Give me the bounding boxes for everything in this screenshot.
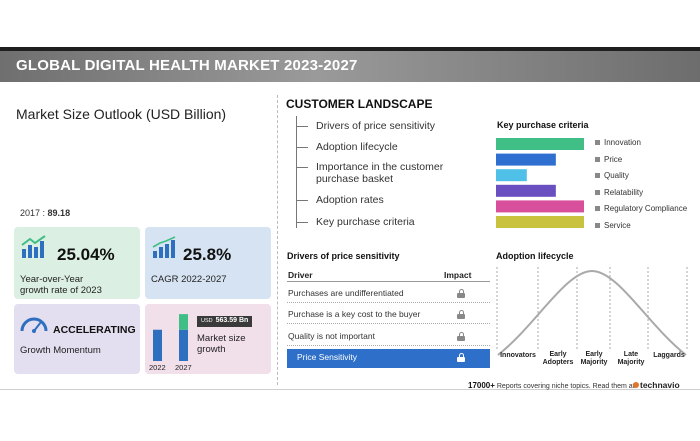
yoy-label: Year-over-Year growth rate of 2023 [20,274,102,296]
kpc-legend-marker [595,223,600,228]
yoy-label-line2: growth rate of 2023 [20,285,102,296]
top-band [0,47,700,51]
mini-chart-year-label: 2027 [175,363,192,372]
kpc-legend-label: Quality [604,171,629,181]
landscape-tick [296,200,308,201]
technavio-logo-icon [633,382,639,388]
kpc-legend-marker [595,206,600,212]
drivers-title: Drivers of price sensitivity [287,251,400,261]
kpc-bar [496,138,584,150]
momentum-value: ACCELERATING [53,324,136,336]
kpc-title: Key purchase criteria [497,120,589,130]
kpc-legend-marker [595,189,600,195]
mini-chart-year-label: 2022 [149,363,166,372]
stage-early-adopters: Early Adopters [542,351,574,366]
kpc-legend-label: Regulatory Compliance [604,204,688,214]
cagr-value: 25.8% [183,245,232,264]
cagr-card [145,227,271,299]
stage-innovators: Innovators [500,352,536,359]
base-year-value: 89.18 [47,208,71,218]
market-size-title: Market Size Outlook (USD Billion) [16,106,227,122]
kpc-legend-label: Innovation [604,138,641,147]
section-divider [277,95,278,385]
bar-chart-icon [152,236,176,258]
kpc-legend-label: Service [604,221,631,230]
landscape-item: Adoption rates [316,194,384,206]
kpc-legend-marker [595,156,600,162]
lock-icon [457,332,465,341]
stage-laggards: Laggards [653,352,685,359]
drivers-header-rule [287,281,490,282]
momentum-label: Growth Momentum [20,345,101,356]
landscape-tick [296,126,308,127]
mini-chart-bar [179,329,188,361]
mini-chart-bar [179,314,188,330]
kpc-bar [496,169,527,182]
momentum-card [14,304,140,374]
footer-count: 17000+ [468,381,495,390]
technavio-brand[interactable]: technavio [640,380,680,390]
drivers-header-driver: Driver [288,270,313,280]
landscape-tick [296,147,308,148]
driver-text: Quality is not important [288,331,375,341]
speedometer-icon [20,317,48,333]
kpc-bar [496,216,584,228]
driver-text: Price Sensitivity [297,352,357,362]
adoption-curve [496,267,688,356]
table-row: Purchase is a key cost to the buyer [287,306,490,324]
cagr-label: CAGR 2022-2027 [151,274,227,285]
base-year-label: 2017 : [20,208,46,218]
market-growth-card [145,304,271,374]
landscape-connector [296,116,297,228]
driver-text: Purchase is a key cost to the buyer [288,309,421,319]
landscape-item: Adoption lifecycle [316,141,398,153]
market-growth-label: Market size growth [197,333,246,355]
market-growth-label-line1: Market size [197,333,246,344]
yoy-label-line1: Year-over-Year [20,274,84,285]
stage-early-majority: Early Majority [580,351,608,366]
lock-icon [457,310,465,319]
lock-icon [457,353,465,362]
table-row: Quality is not important [287,328,490,346]
kpc-bar [496,184,556,197]
kpc-legend-marker [595,173,600,179]
market-growth-label-line2: growth [197,344,226,355]
landscape-tick [296,222,308,223]
kpc-bar [496,153,556,166]
market-growth-mini-chart: 2022 2027 [149,314,192,372]
kpc-legend-label: Price [604,154,623,164]
table-row: Purchases are undifferentiated [287,285,490,303]
customer-landscape-title: CUSTOMER LANDSCAPE [286,97,433,111]
landscape-item: Importance in the customer purchase bask… [316,161,444,185]
kpc-bar-chart [496,138,584,228]
footer-text: Reports covering niche topics. Read them… [496,383,635,390]
footer: 17000+ Reports covering niche topics. Re… [468,381,635,390]
adoption-title: Adoption lifecycle [496,251,574,261]
landscape-item: Drivers of price sensitivity [316,120,436,132]
badge-currency: USD [201,318,213,324]
yoy-card [14,227,140,299]
bar-growth-icon [21,235,46,258]
yoy-value: 25.04% [57,245,115,264]
kpc-legend-marker [595,140,600,145]
stage-late-majority: Late Majority [617,351,645,366]
kpc-legend-label: Relatability [604,187,644,197]
drivers-header-impact: Impact [444,270,472,280]
mini-chart-bar [153,329,162,361]
lock-icon [457,289,465,298]
landscape-item: Key purchase criteria [316,216,415,228]
page-title: GLOBAL DIGITAL HEALTH MARKET 2023-2027 [16,57,358,74]
base-year: 2017 : 89.18 [20,208,70,218]
table-row-highlighted: Price Sensitivity [287,349,490,368]
badge-value: 563.59 Bn [215,317,249,324]
title-bar: GLOBAL DIGITAL HEALTH MARKET 2023-2027 [0,51,700,82]
kpc-bar [496,200,584,213]
driver-text: Purchases are undifferentiated [288,288,404,298]
landscape-tick [296,167,308,168]
market-growth-badge: USD 563.59 Bn [197,316,253,327]
